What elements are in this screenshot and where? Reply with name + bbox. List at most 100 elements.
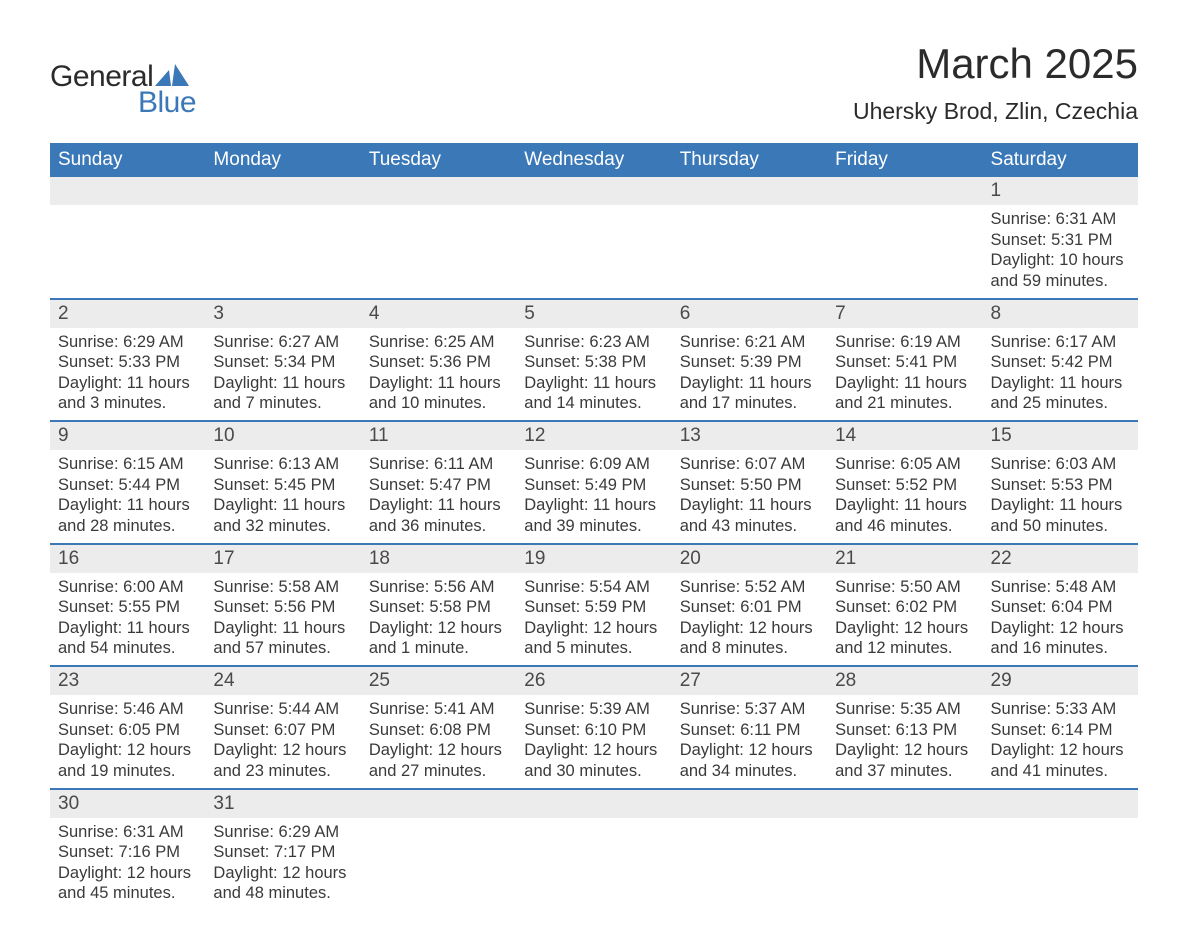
day-data-line: Sunset: 5:58 PM [369, 597, 508, 618]
day-data-cell: Sunrise: 5:58 AMSunset: 5:56 PMDaylight:… [205, 573, 360, 667]
day-data-line: and 46 minutes. [835, 516, 974, 537]
day-data-line: Daylight: 11 hours [213, 618, 352, 639]
day-data-cell [672, 818, 827, 911]
day-number: 17 [205, 545, 360, 573]
day-data-cell: Sunrise: 6:03 AMSunset: 5:53 PMDaylight:… [983, 450, 1138, 544]
day-data-cell: Sunrise: 5:41 AMSunset: 6:08 PMDaylight:… [361, 695, 516, 789]
day-data-line: Sunset: 5:33 PM [58, 352, 197, 373]
day-data-line: Sunrise: 5:39 AM [524, 699, 663, 720]
day-data-line: Daylight: 12 hours [991, 740, 1130, 761]
day-data-cell: Sunrise: 6:15 AMSunset: 5:44 PMDaylight:… [50, 450, 205, 544]
day-number: 3 [205, 300, 360, 328]
day-data-line: Sunrise: 5:48 AM [991, 577, 1130, 598]
day-data-line: Sunrise: 6:23 AM [524, 332, 663, 353]
day-data: Sunrise: 6:11 AMSunset: 5:47 PMDaylight:… [361, 450, 516, 543]
day-number: 26 [516, 667, 671, 695]
day-data-line: Sunset: 6:04 PM [991, 597, 1130, 618]
day-number: 25 [361, 667, 516, 695]
day-data-line: Sunrise: 5:41 AM [369, 699, 508, 720]
day-data: Sunrise: 6:27 AMSunset: 5:34 PMDaylight:… [205, 328, 360, 421]
day-data-line: Sunset: 5:55 PM [58, 597, 197, 618]
day-data-line: Daylight: 12 hours [213, 740, 352, 761]
day-data: Sunrise: 5:44 AMSunset: 6:07 PMDaylight:… [205, 695, 360, 788]
day-data: Sunrise: 5:52 AMSunset: 6:01 PMDaylight:… [672, 573, 827, 666]
day-data-cell: Sunrise: 6:09 AMSunset: 5:49 PMDaylight:… [516, 450, 671, 544]
day-number-cell: 21 [827, 544, 982, 573]
weekday-header: Sunday [50, 143, 205, 177]
day-data-line: Daylight: 12 hours [369, 740, 508, 761]
day-data-cell: Sunrise: 5:54 AMSunset: 5:59 PMDaylight:… [516, 573, 671, 667]
day-data-line: Sunrise: 6:25 AM [369, 332, 508, 353]
day-data-line: and 30 minutes. [524, 761, 663, 782]
day-data-line: Daylight: 12 hours [524, 618, 663, 639]
day-number: 16 [50, 545, 205, 573]
calendar-body: 1Sunrise: 6:31 AMSunset: 5:31 PMDaylight… [50, 177, 1138, 910]
day-data-cell: Sunrise: 6:21 AMSunset: 5:39 PMDaylight:… [672, 328, 827, 422]
day-data-line: Daylight: 12 hours [835, 618, 974, 639]
day-data-line: Daylight: 11 hours [680, 373, 819, 394]
day-data-cell: Sunrise: 6:07 AMSunset: 5:50 PMDaylight:… [672, 450, 827, 544]
day-data-line: Sunrise: 5:44 AM [213, 699, 352, 720]
day-data: Sunrise: 6:00 AMSunset: 5:55 PMDaylight:… [50, 573, 205, 666]
daynum-row: 2345678 [50, 299, 1138, 328]
day-data-line: Daylight: 12 hours [991, 618, 1130, 639]
day-data: Sunrise: 5:58 AMSunset: 5:56 PMDaylight:… [205, 573, 360, 666]
day-number-cell [516, 789, 671, 818]
day-data-line: Sunset: 5:50 PM [680, 475, 819, 496]
day-number: 9 [50, 422, 205, 450]
day-data-line: Sunset: 5:39 PM [680, 352, 819, 373]
weekday-header: Friday [827, 143, 982, 177]
day-number-cell [205, 177, 360, 205]
day-number-cell: 4 [361, 299, 516, 328]
day-data: Sunrise: 5:56 AMSunset: 5:58 PMDaylight:… [361, 573, 516, 666]
day-data-line: and 25 minutes. [991, 393, 1130, 414]
day-number-cell: 31 [205, 789, 360, 818]
day-data-line: Daylight: 10 hours [991, 250, 1130, 271]
day-data: Sunrise: 6:19 AMSunset: 5:41 PMDaylight:… [827, 328, 982, 421]
day-number-cell: 11 [361, 421, 516, 450]
day-data-line: Sunrise: 6:15 AM [58, 454, 197, 475]
day-number-cell: 27 [672, 666, 827, 695]
day-number-cell: 8 [983, 299, 1138, 328]
day-number-cell: 28 [827, 666, 982, 695]
day-number-cell: 22 [983, 544, 1138, 573]
day-data: Sunrise: 6:05 AMSunset: 5:52 PMDaylight:… [827, 450, 982, 543]
day-data-line: Sunrise: 5:33 AM [991, 699, 1130, 720]
day-data-line: and 8 minutes. [680, 638, 819, 659]
daynum-row: 3031 [50, 789, 1138, 818]
day-data-line: Sunset: 5:44 PM [58, 475, 197, 496]
day-number-cell: 29 [983, 666, 1138, 695]
day-data-line: Sunrise: 6:05 AM [835, 454, 974, 475]
day-data: Sunrise: 5:50 AMSunset: 6:02 PMDaylight:… [827, 573, 982, 666]
day-number: 27 [672, 667, 827, 695]
day-data-line: and 57 minutes. [213, 638, 352, 659]
logo: General Blue [50, 60, 196, 120]
day-data: Sunrise: 5:48 AMSunset: 6:04 PMDaylight:… [983, 573, 1138, 666]
day-data-line: Sunrise: 6:31 AM [991, 209, 1130, 230]
day-number: 4 [361, 300, 516, 328]
day-data-line: and 16 minutes. [991, 638, 1130, 659]
day-data-line: Daylight: 11 hours [58, 495, 197, 516]
day-number-cell: 12 [516, 421, 671, 450]
day-data-line: Daylight: 12 hours [369, 618, 508, 639]
day-number-cell: 5 [516, 299, 671, 328]
day-data-cell: Sunrise: 6:19 AMSunset: 5:41 PMDaylight:… [827, 328, 982, 422]
day-data-line: and 7 minutes. [213, 393, 352, 414]
day-number: 31 [205, 790, 360, 818]
day-data-cell [672, 205, 827, 299]
logo-text-blue: Blue [138, 86, 196, 120]
day-data-line: Sunrise: 6:00 AM [58, 577, 197, 598]
day-data: Sunrise: 5:35 AMSunset: 6:13 PMDaylight:… [827, 695, 982, 788]
day-data-line: Sunrise: 5:46 AM [58, 699, 197, 720]
day-number: 2 [50, 300, 205, 328]
day-number: 28 [827, 667, 982, 695]
day-number-cell [516, 177, 671, 205]
day-number-cell: 24 [205, 666, 360, 695]
day-data-line: Sunrise: 6:11 AM [369, 454, 508, 475]
day-data-cell: Sunrise: 5:48 AMSunset: 6:04 PMDaylight:… [983, 573, 1138, 667]
day-data-line: Daylight: 11 hours [991, 373, 1130, 394]
day-number-cell [827, 789, 982, 818]
day-data-line: and 59 minutes. [991, 271, 1130, 292]
day-data-line: Daylight: 11 hours [524, 495, 663, 516]
day-data-line: Sunrise: 6:13 AM [213, 454, 352, 475]
